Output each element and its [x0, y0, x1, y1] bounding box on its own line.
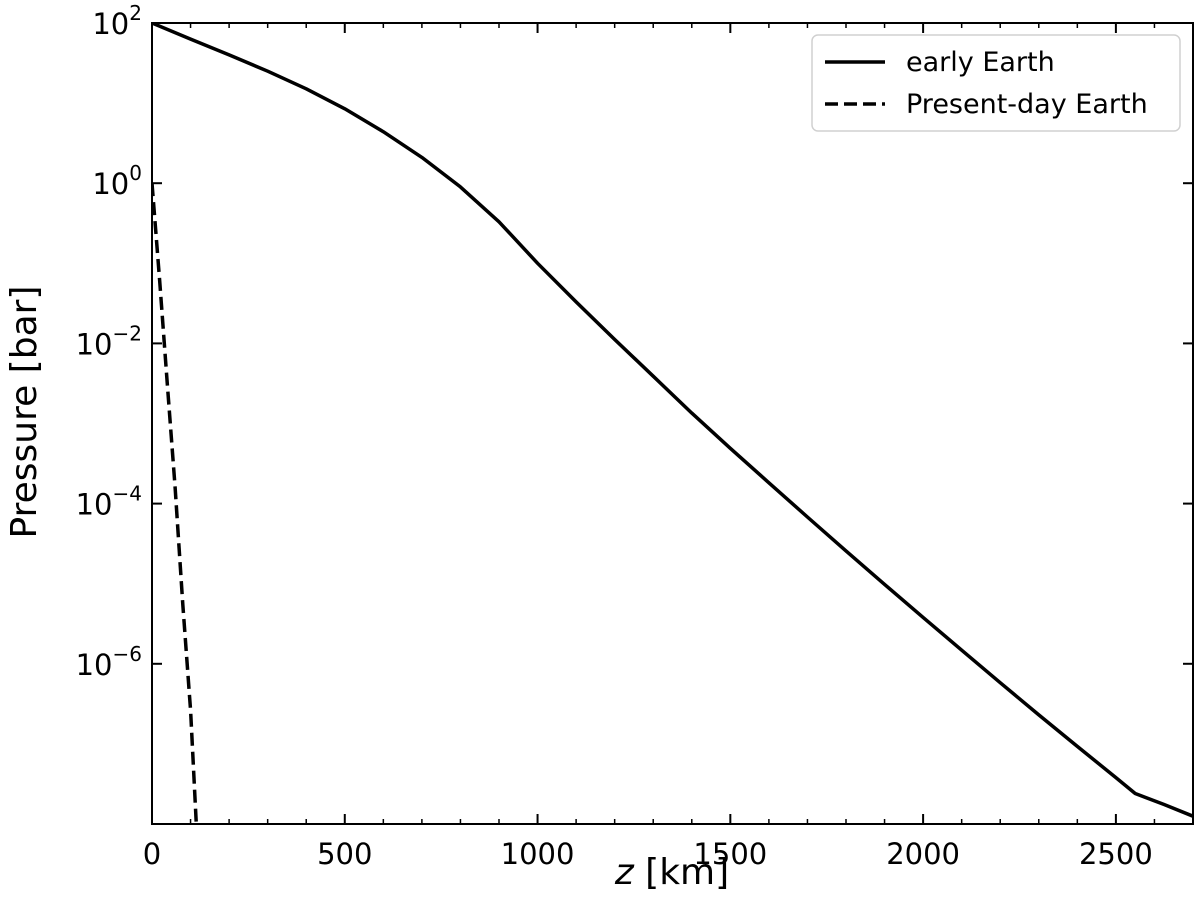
y-tick-label: 10−6 — [76, 642, 142, 682]
y-tick-label: 102 — [92, 1, 142, 41]
x-axis-label: z [km] — [614, 852, 729, 893]
y-tick-label: 100 — [92, 161, 142, 201]
legend-label-early-earth: early Earth — [906, 47, 1055, 78]
x-tick-label: 1000 — [501, 837, 575, 871]
x-tick-label: 0 — [143, 837, 161, 871]
x-axis-var: z — [614, 852, 635, 893]
legend-box — [811, 34, 1181, 132]
x-tick-label: 2000 — [886, 837, 960, 871]
plot-frame — [151, 22, 1194, 825]
series-line-present-day-earth — [152, 183, 199, 824]
series-line-early-earth — [152, 23, 1193, 818]
x-tick-label: 2500 — [1079, 837, 1153, 871]
y-axis-label: Pressure [bar] — [4, 286, 45, 539]
x-tick-label: 1500 — [693, 837, 767, 871]
x-tick-label: 500 — [317, 837, 372, 871]
legend-label-present-day-earth: Present-day Earth — [906, 89, 1148, 120]
x-axis-unit: [km] — [634, 852, 729, 893]
y-tick-label: 10−2 — [76, 321, 142, 361]
y-tick-label: 10−4 — [76, 482, 142, 522]
axis-ticks: 0 500 1000 1500 2000 2500 102 100 10−2 10−4 10−6 — [76, 1, 1194, 871]
series-lines — [152, 23, 1193, 824]
legend: early Earth Present-day Earth — [811, 34, 1181, 132]
